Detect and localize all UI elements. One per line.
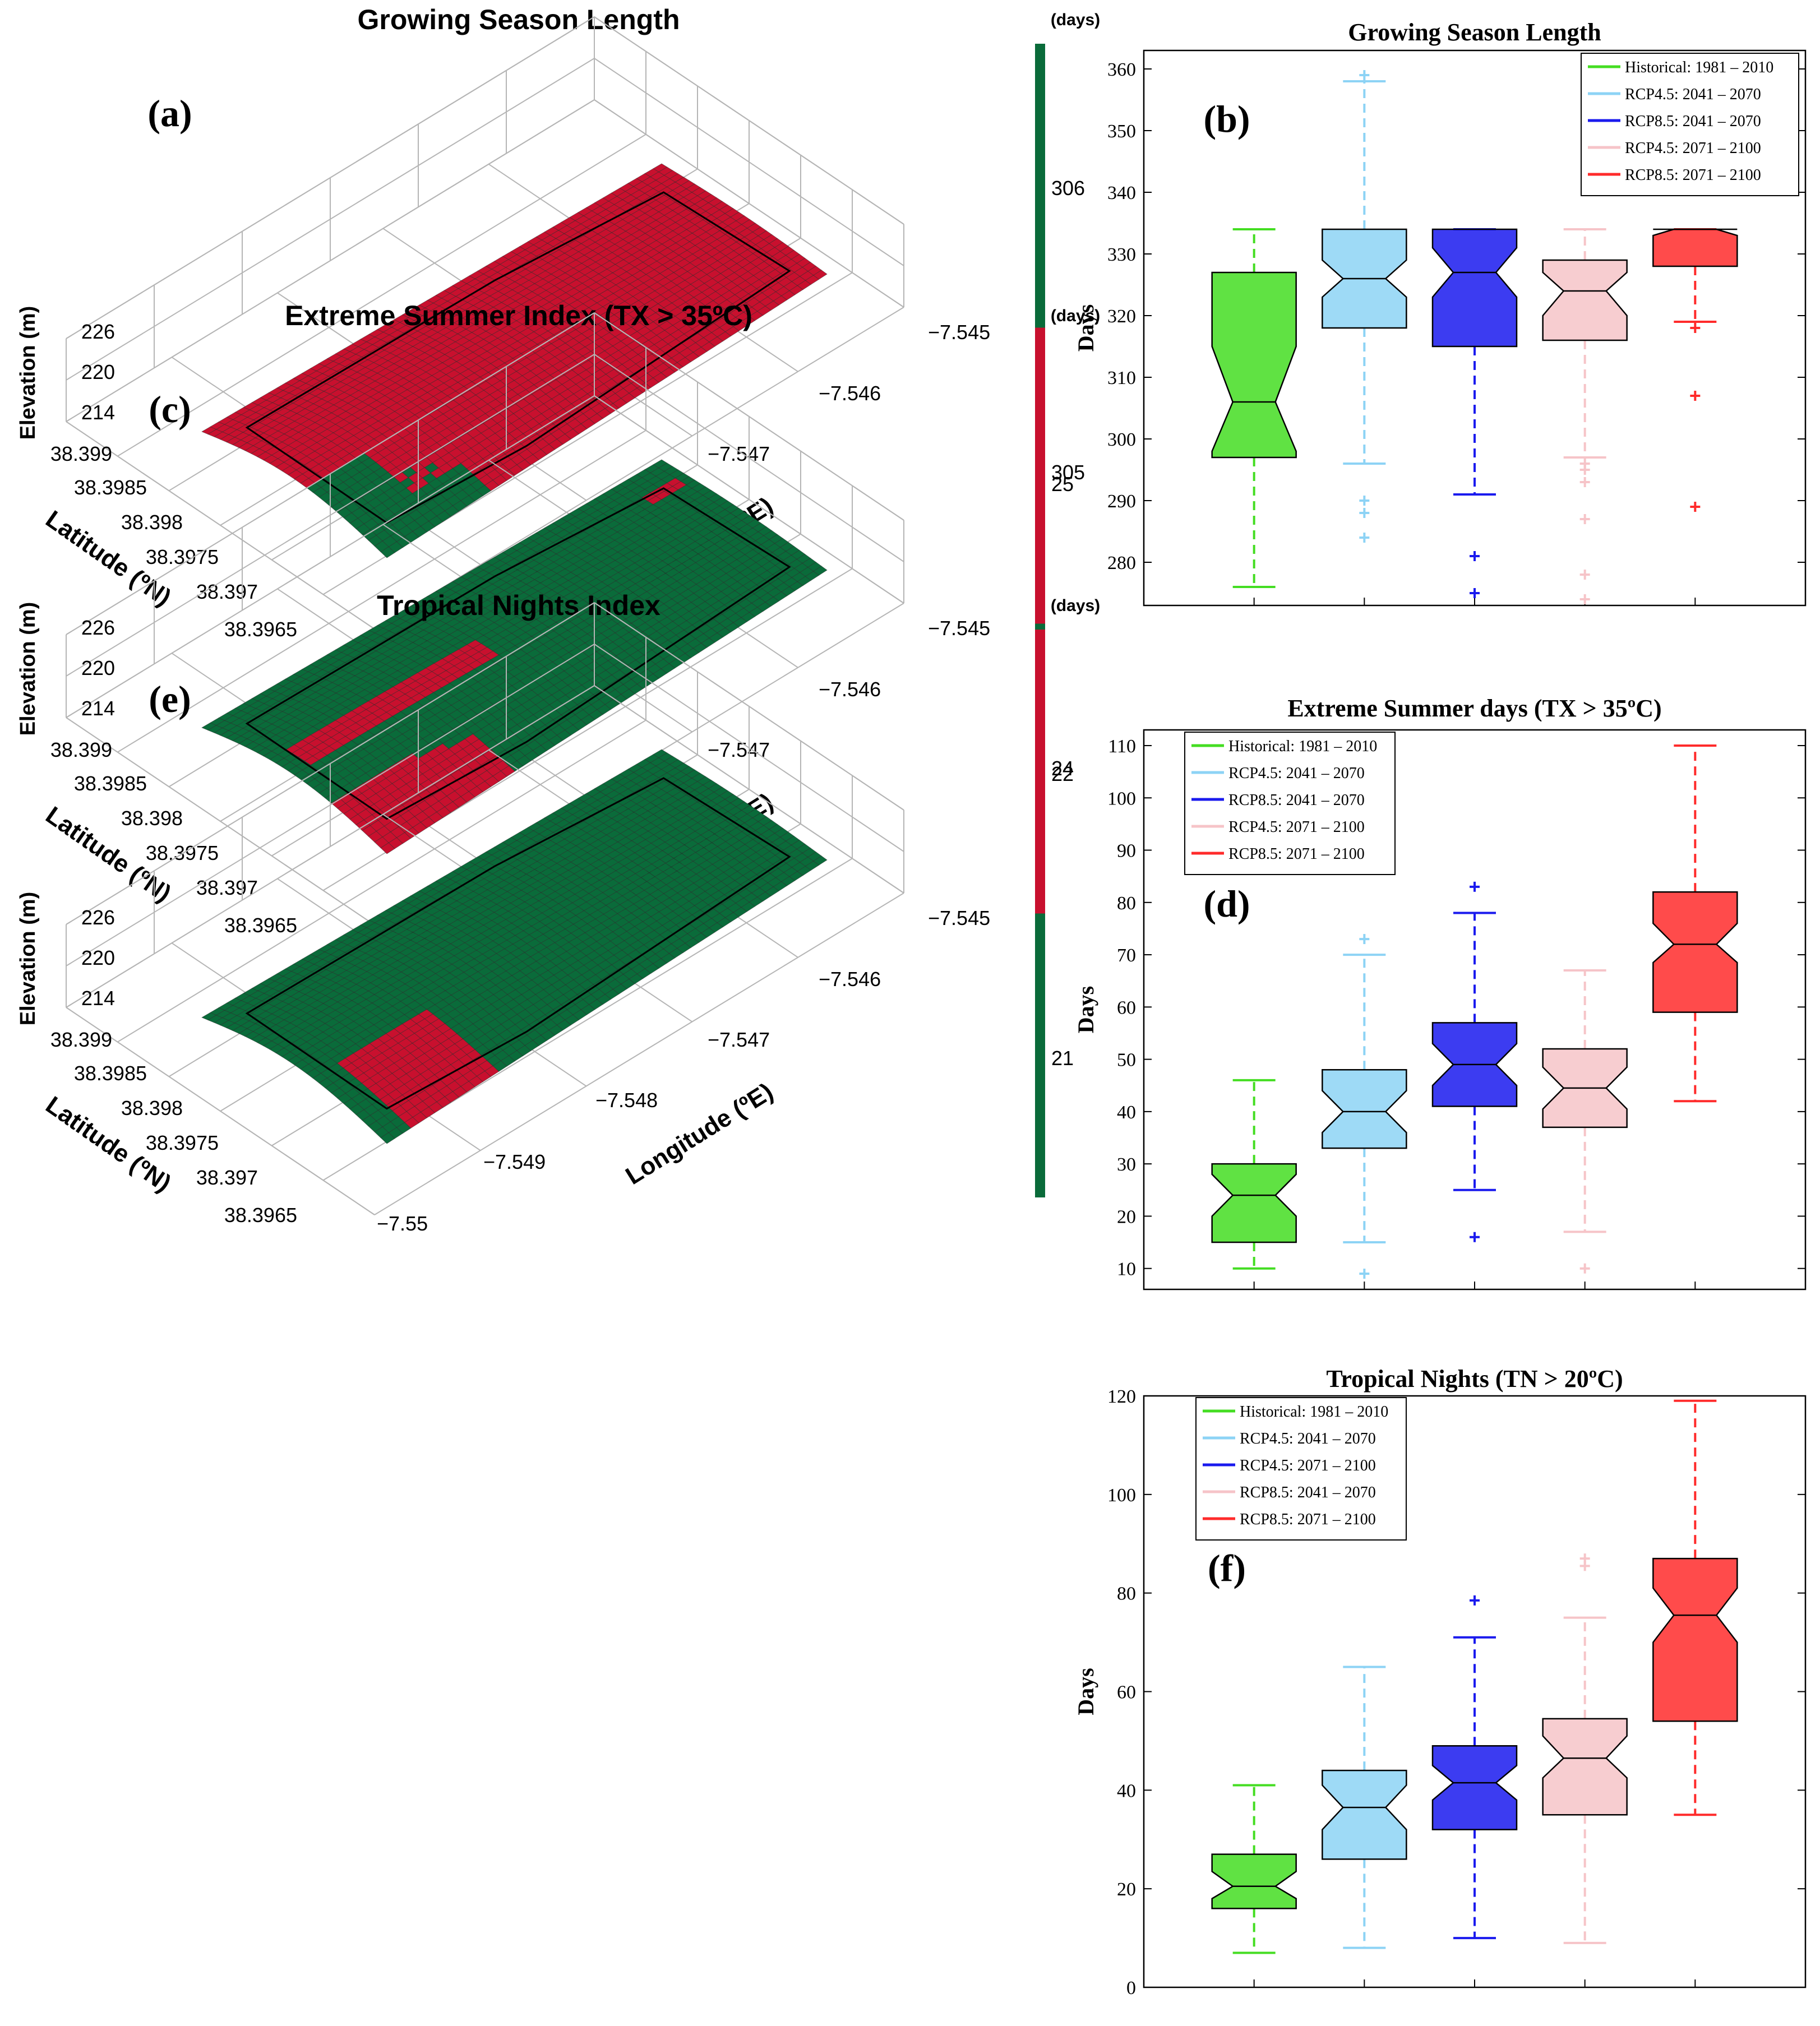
colorbar-tick-label: 305 — [1051, 461, 1085, 484]
panel-label: (c) — [149, 388, 191, 431]
z-tick-label: 214 — [81, 697, 115, 720]
wall-grid-line — [594, 99, 904, 308]
lon-tick-label: −7.546 — [819, 382, 881, 405]
lat-tick-label: 38.3985 — [74, 772, 147, 795]
lat-tick-label: 38.399 — [50, 738, 112, 761]
z-axis-label: Elevation (m) — [16, 306, 40, 440]
z-tick-label: 226 — [81, 616, 115, 639]
wall-grid-line — [66, 395, 595, 718]
colorbar-tick-label: 25 — [1051, 473, 1074, 496]
grid-line — [66, 312, 595, 635]
grid-line — [66, 16, 595, 339]
lat-tick-label: 38.398 — [121, 807, 183, 830]
colorbar-unit: (days) — [1051, 11, 1100, 29]
panel-label: (e) — [149, 678, 191, 720]
wall-grid-line — [594, 395, 904, 604]
colorbar-top — [1035, 44, 1045, 328]
z-tick-label: 226 — [81, 320, 115, 343]
wall-grid-line — [66, 58, 595, 381]
lon-tick-label: −7.547 — [708, 738, 770, 761]
z-tick-label: 214 — [81, 401, 115, 424]
panel-title: Growing Season Length — [357, 4, 680, 35]
surface-cell — [813, 270, 828, 280]
lon-tick-label: −7.547 — [708, 442, 770, 465]
lat-tick-label: 38.399 — [50, 442, 112, 465]
lat-tick-label: 38.3965 — [224, 914, 297, 937]
grid-line — [594, 16, 904, 225]
panel-title: Tropical Nights Index — [377, 590, 660, 621]
wall-grid-line — [594, 354, 904, 562]
lat-tick-label: 38.397 — [196, 580, 258, 603]
lat-tick-label: 38.3965 — [224, 618, 297, 641]
floor-grid-line — [117, 429, 646, 753]
panel-title: Extreme Summer Index (TX > 35ºC) — [285, 300, 752, 331]
lat-tick-label: 38.3975 — [146, 841, 219, 864]
colorbar-tick-label: 306 — [1051, 177, 1085, 200]
wall-grid-line — [66, 99, 595, 422]
lon-tick-label: −7.545 — [928, 321, 990, 344]
wall-grid-line — [66, 354, 595, 677]
colorbar-top — [1035, 340, 1045, 624]
floor-grid-line — [117, 133, 646, 457]
lat-tick-label: 38.398 — [121, 511, 183, 534]
wall-grid-line — [594, 58, 904, 266]
box-edge — [66, 421, 375, 630]
z-tick-label: 220 — [81, 360, 115, 383]
lat-tick-label: 38.3985 — [74, 476, 147, 499]
z-tick-label: 220 — [81, 656, 115, 679]
z-axis-label: Elevation (m) — [16, 602, 40, 736]
lon-tick-label: −7.545 — [928, 617, 990, 640]
panel-label: (a) — [147, 92, 192, 135]
lon-tick-label: −7.546 — [819, 678, 881, 701]
grid-line — [594, 312, 904, 521]
